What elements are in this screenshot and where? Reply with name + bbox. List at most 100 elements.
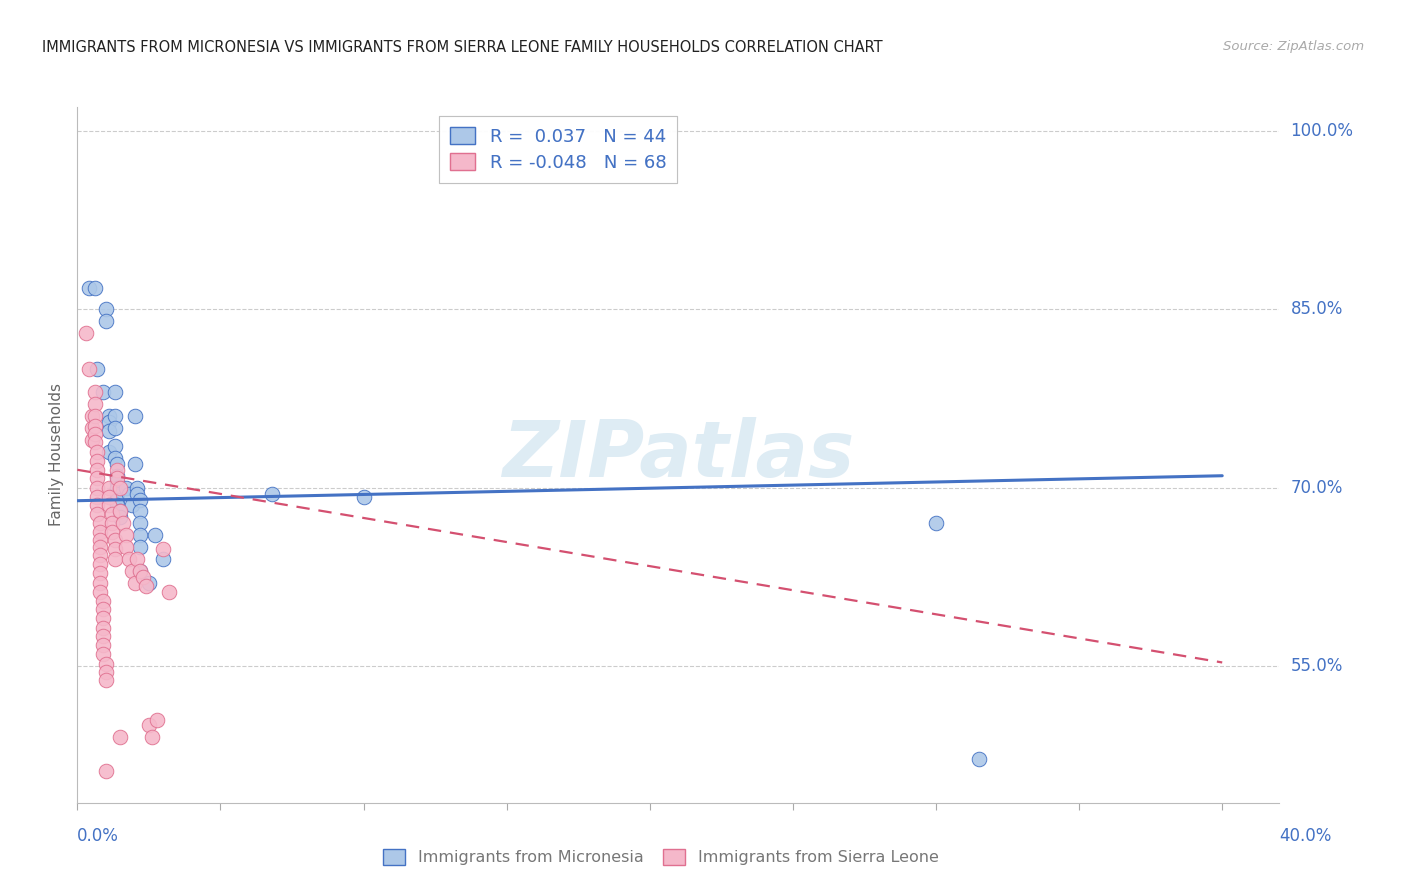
Point bbox=[89, 533, 111, 547]
Point bbox=[86, 507, 108, 521]
Point bbox=[146, 713, 169, 727]
Point bbox=[86, 471, 108, 485]
Point bbox=[89, 540, 111, 554]
Point bbox=[157, 585, 180, 599]
Point bbox=[89, 524, 111, 539]
Point bbox=[83, 409, 105, 424]
Point bbox=[103, 552, 125, 566]
Point bbox=[353, 490, 375, 504]
Point bbox=[143, 528, 166, 542]
Text: 55.0%: 55.0% bbox=[1291, 657, 1343, 675]
Point bbox=[107, 475, 129, 489]
Point bbox=[83, 427, 105, 442]
Point bbox=[138, 575, 160, 590]
Point bbox=[100, 524, 122, 539]
Point bbox=[107, 457, 129, 471]
Point bbox=[100, 516, 122, 531]
Point bbox=[110, 504, 132, 518]
Point bbox=[91, 638, 114, 652]
Point bbox=[141, 731, 163, 745]
Point bbox=[83, 435, 105, 450]
Point bbox=[89, 585, 111, 599]
Point bbox=[129, 504, 152, 518]
Point bbox=[110, 504, 132, 518]
Point bbox=[89, 566, 111, 581]
Point bbox=[107, 492, 129, 507]
Point bbox=[94, 657, 117, 671]
Point bbox=[121, 499, 143, 513]
Point bbox=[110, 481, 132, 495]
Point bbox=[260, 486, 283, 500]
Point bbox=[115, 540, 138, 554]
Point bbox=[94, 764, 117, 778]
Point bbox=[94, 314, 117, 328]
Point bbox=[89, 557, 111, 571]
Point bbox=[97, 490, 120, 504]
Point bbox=[83, 281, 105, 295]
Point bbox=[112, 516, 135, 531]
Point bbox=[132, 570, 155, 584]
Point bbox=[75, 326, 97, 340]
Point bbox=[89, 516, 111, 531]
Point bbox=[83, 418, 105, 433]
Point bbox=[80, 421, 103, 435]
Y-axis label: Family Households: Family Households bbox=[49, 384, 65, 526]
Point bbox=[91, 593, 114, 607]
Point bbox=[103, 421, 125, 435]
Point bbox=[97, 409, 120, 424]
Point bbox=[967, 752, 990, 766]
Text: IMMIGRANTS FROM MICRONESIA VS IMMIGRANTS FROM SIERRA LEONE FAMILY HOUSEHOLDS COR: IMMIGRANTS FROM MICRONESIA VS IMMIGRANTS… bbox=[42, 40, 883, 55]
Point bbox=[118, 552, 141, 566]
Point bbox=[103, 439, 125, 453]
Point bbox=[110, 731, 132, 745]
Point bbox=[129, 564, 152, 578]
Point bbox=[121, 564, 143, 578]
Point bbox=[107, 471, 129, 485]
Point bbox=[89, 549, 111, 563]
Point bbox=[91, 621, 114, 635]
Point bbox=[138, 718, 160, 732]
Point bbox=[83, 385, 105, 400]
Point bbox=[103, 533, 125, 547]
Point bbox=[129, 492, 152, 507]
Point bbox=[107, 486, 129, 500]
Point bbox=[91, 647, 114, 661]
Point bbox=[129, 528, 152, 542]
Point bbox=[110, 510, 132, 524]
Point bbox=[97, 415, 120, 429]
Legend: R =  0.037   N = 44, R = -0.048   N = 68: R = 0.037 N = 44, R = -0.048 N = 68 bbox=[439, 116, 678, 183]
Text: 40.0%: 40.0% bbox=[1279, 827, 1331, 845]
Point bbox=[115, 528, 138, 542]
Point bbox=[127, 486, 149, 500]
Point bbox=[124, 575, 146, 590]
Point bbox=[86, 454, 108, 468]
Point bbox=[118, 486, 141, 500]
Point bbox=[97, 499, 120, 513]
Point bbox=[86, 361, 108, 376]
Point bbox=[86, 490, 108, 504]
Point bbox=[135, 579, 157, 593]
Point bbox=[103, 409, 125, 424]
Point bbox=[91, 611, 114, 625]
Text: ZIPatlas: ZIPatlas bbox=[502, 417, 855, 493]
Point bbox=[86, 481, 108, 495]
Point bbox=[83, 397, 105, 411]
Point bbox=[86, 463, 108, 477]
Point bbox=[97, 424, 120, 438]
Point bbox=[94, 665, 117, 679]
Point bbox=[91, 385, 114, 400]
Point bbox=[129, 540, 152, 554]
Point bbox=[80, 433, 103, 447]
Point bbox=[94, 673, 117, 688]
Point bbox=[107, 481, 129, 495]
Point bbox=[107, 463, 129, 477]
Point bbox=[107, 468, 129, 483]
Point bbox=[152, 542, 174, 557]
Point bbox=[91, 602, 114, 616]
Point bbox=[127, 481, 149, 495]
Point bbox=[86, 445, 108, 459]
Point bbox=[103, 542, 125, 557]
Point bbox=[124, 409, 146, 424]
Point bbox=[91, 629, 114, 643]
Point bbox=[97, 445, 120, 459]
